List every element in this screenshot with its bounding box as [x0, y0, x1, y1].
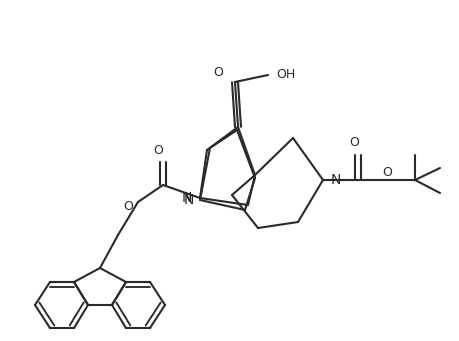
Text: N: N	[181, 191, 191, 205]
Text: O: O	[348, 136, 358, 149]
Text: O: O	[213, 65, 223, 78]
Text: N: N	[183, 193, 194, 207]
Text: N: N	[330, 173, 341, 187]
Text: OH: OH	[275, 69, 295, 81]
Text: O: O	[381, 165, 391, 178]
Text: O: O	[123, 201, 133, 213]
Text: O: O	[153, 144, 162, 157]
